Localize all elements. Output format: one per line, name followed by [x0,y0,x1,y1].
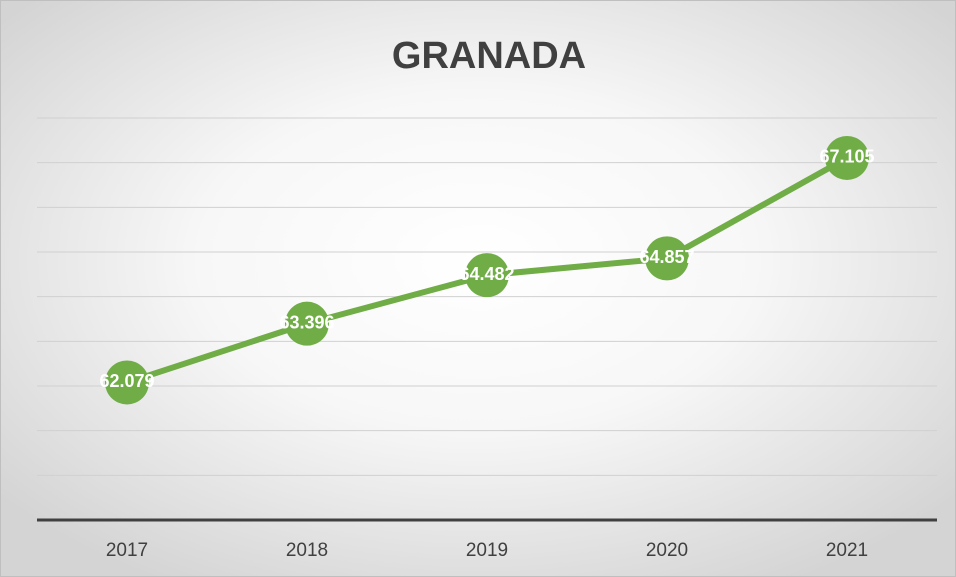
x-tick-label: 2018 [286,540,328,561]
data-label: 67.105 [819,147,874,167]
chart-title: GRANADA [392,35,586,77]
data-label: 64.482 [459,264,514,284]
data-label: 63.396 [279,312,334,332]
data-label: 64.857 [639,247,694,267]
data-marker [825,135,869,180]
x-tick-label: 2019 [466,540,508,561]
data-marker [105,360,149,405]
x-tick-label: 2020 [646,540,688,561]
data-marker [645,236,689,281]
x-tick-label: 2021 [826,540,868,561]
data-label: 62.079 [99,371,154,391]
data-marker [285,301,329,346]
x-tick-label: 2017 [106,540,148,561]
data-marker [465,253,509,298]
